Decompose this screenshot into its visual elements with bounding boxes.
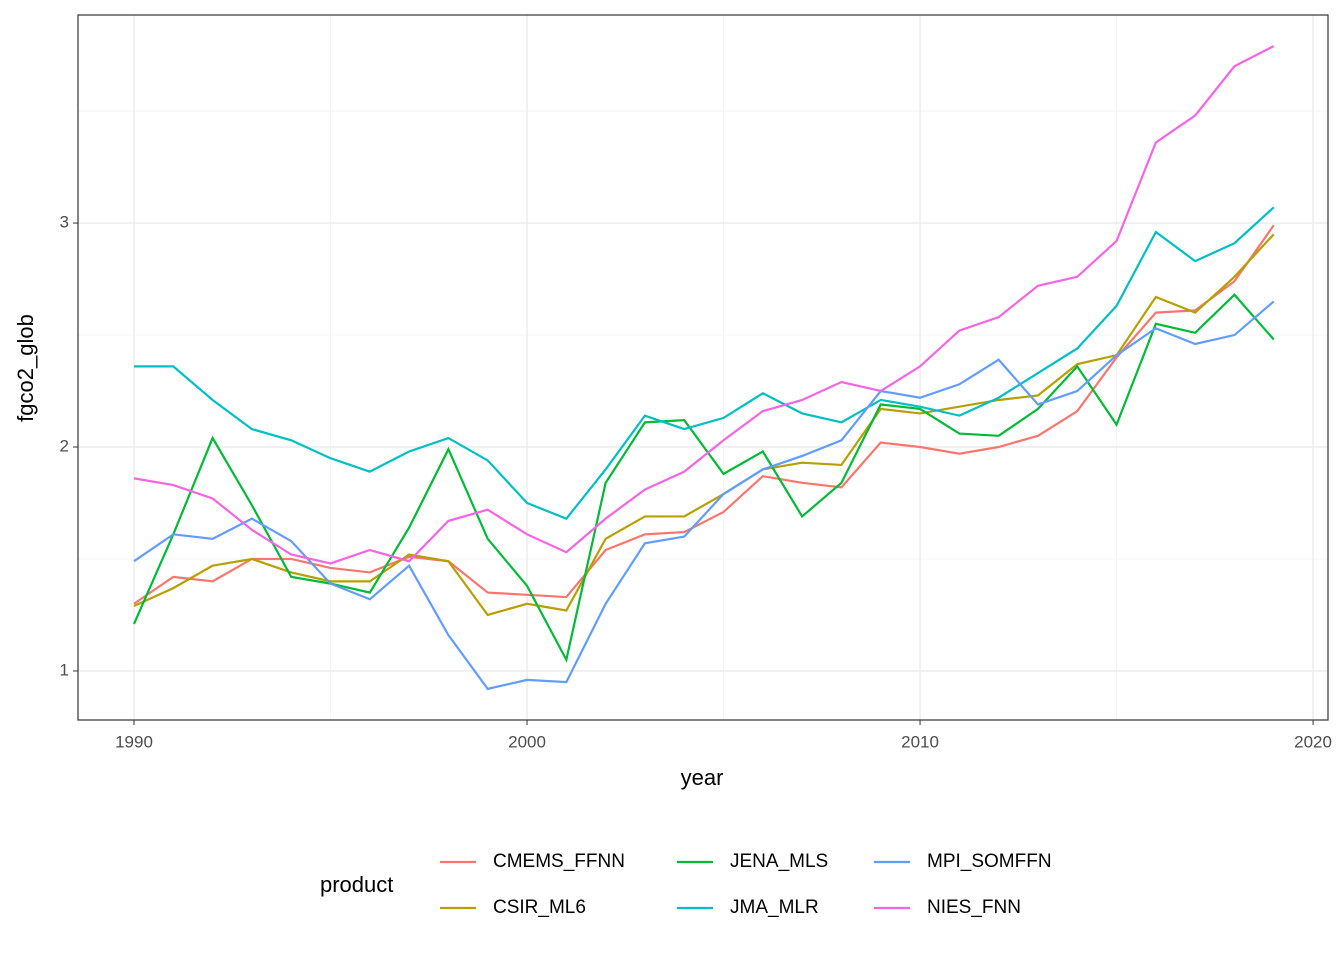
y-tick-label: 2 <box>60 436 69 455</box>
y-tick-label: 3 <box>60 213 69 232</box>
x-tick-label: 1990 <box>115 732 153 751</box>
series-line <box>134 206 1275 520</box>
y-tick-label: 1 <box>60 660 69 679</box>
x-tick-label: 2020 <box>1294 732 1332 751</box>
y-axis-title: fgco2_glob <box>13 314 38 422</box>
legend-label: JMA_MLR <box>730 897 819 918</box>
series-line <box>133 45 1275 565</box>
series-line <box>133 293 1275 663</box>
series-line <box>133 233 1275 617</box>
legend-label: MPI_SOMFFN <box>927 851 1052 872</box>
series-line <box>133 300 1275 691</box>
x-tick-label: 2010 <box>901 732 939 751</box>
legend-label: CMEMS_FFNN <box>493 851 625 872</box>
legend-label: NIES_FNN <box>927 897 1021 918</box>
legend-label: JENA_MLS <box>730 851 828 872</box>
x-axis-title: year <box>681 765 724 790</box>
x-tick-label: 2000 <box>508 732 546 751</box>
legend-title: product <box>320 872 393 897</box>
legend-label: CSIR_ML6 <box>493 897 586 918</box>
series-line <box>133 224 1275 605</box>
plot-border <box>77 14 1329 721</box>
